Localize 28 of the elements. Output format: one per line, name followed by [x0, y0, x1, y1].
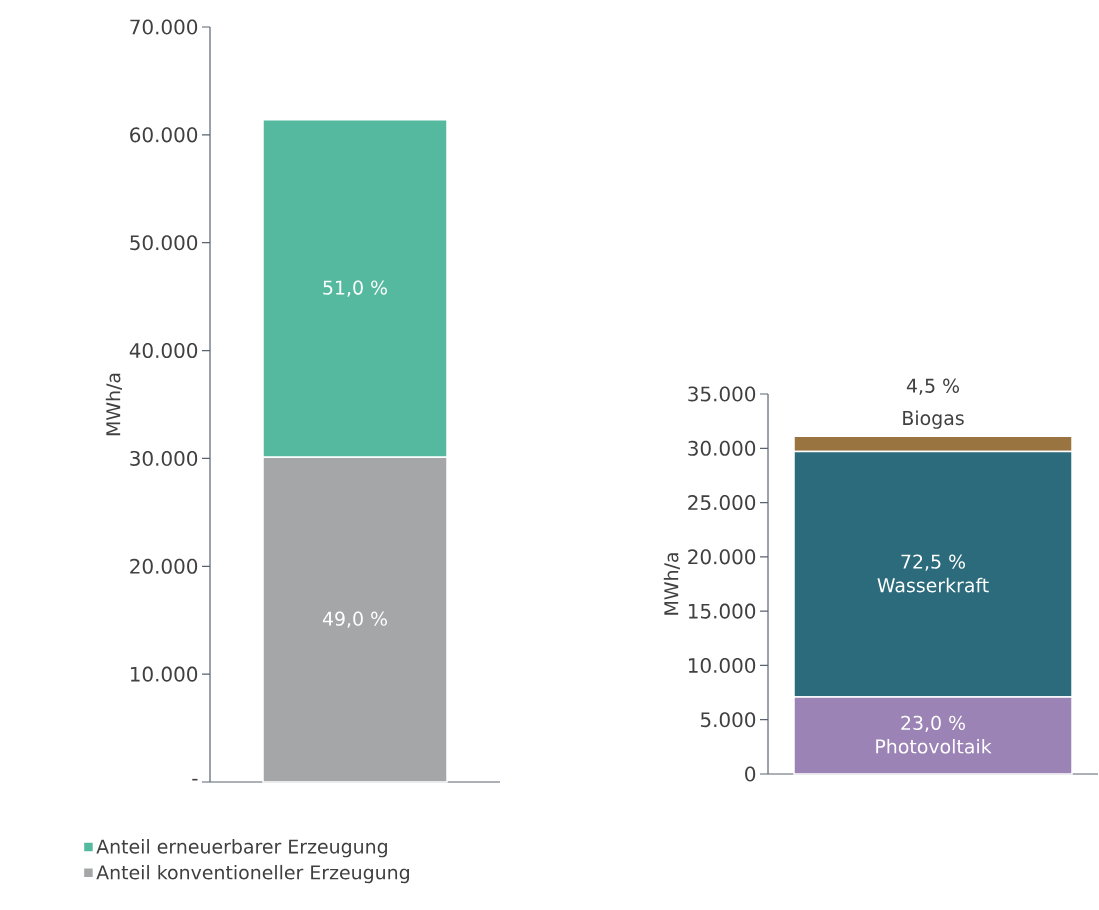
legend-label: Anteil erneuerbarer Erzeugung	[96, 839, 387, 858]
y-tick-label: 35.000	[688, 386, 756, 402]
y-tick-label: 15.000	[688, 603, 756, 619]
y-tick-label: 0	[745, 766, 756, 782]
series-label: Wasserkraft	[877, 577, 989, 593]
y-tick-label: 20.000	[130, 558, 198, 574]
y-axis-title: MWh/a	[105, 373, 122, 436]
annotation: 23,0 %	[901, 715, 966, 732]
y-tick-label: 30.000	[688, 440, 756, 456]
y-tick-label: 25.000	[688, 495, 756, 511]
y-tick-label: 10.000	[688, 657, 756, 673]
y-tick-label: 60.000	[130, 127, 198, 143]
y-tick-label: 20.000	[688, 549, 756, 565]
y-tick-label: 30.000	[130, 450, 198, 466]
series-label: Photovoltaik	[876, 738, 992, 754]
y-tick-label: -	[192, 778, 198, 781]
legend-label: Anteil konventioneller Erzeugung	[96, 864, 409, 884]
annotation: 72,5 %	[901, 554, 966, 571]
y-tick-label: 40.000	[129, 343, 198, 359]
series-label: Biogas	[903, 410, 964, 429]
annotation: 51,0 %	[323, 280, 387, 297]
y-tick-label: 70.000	[130, 19, 198, 35]
y-tick-label: 10.000	[130, 666, 198, 682]
y-axis-title: MWh/a	[663, 553, 680, 615]
y-tick-label: 50.000	[130, 235, 198, 251]
y-tick-label: 5.000	[700, 712, 756, 728]
annotation: 4,5 %	[906, 378, 959, 395]
annotation: 49,0 %	[322, 611, 387, 628]
